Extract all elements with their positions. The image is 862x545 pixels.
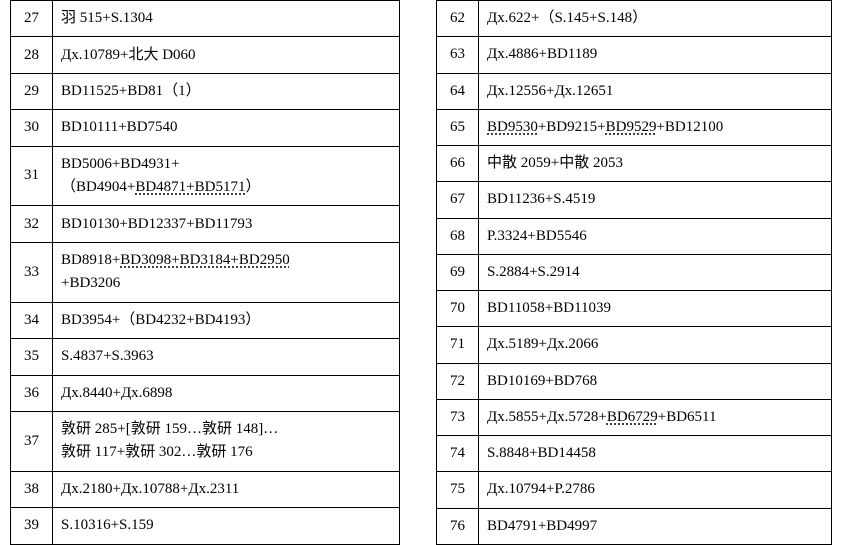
row-text: BD4791+BD4997 xyxy=(479,508,832,544)
row-text: Дх.8440+Дх.6898 xyxy=(53,375,400,411)
row-text: 敦研 285+[敦研 159…敦研 148]…敦研 117+敦研 302…敦研 … xyxy=(53,411,400,471)
row-number: 74 xyxy=(437,436,479,472)
left-tbody: 27羽 515+S.130428Дх.10789+北大 D06029BD1152… xyxy=(11,1,400,545)
table-row: 72BD10169+BD768 xyxy=(437,363,832,399)
row-number: 73 xyxy=(437,399,479,435)
row-number: 68 xyxy=(437,218,479,254)
row-text: BD10130+BD12337+BD11793 xyxy=(53,206,400,242)
row-text: Дх.10789+北大 D060 xyxy=(53,37,400,73)
table-row: 33BD8918+BD3098+BD3184+BD2950+BD3206 xyxy=(11,242,400,302)
row-text: Дх.622+（S.145+S.148） xyxy=(479,1,832,37)
row-number: 65 xyxy=(437,109,479,145)
row-text: BD9530+BD9215+BD9529+BD12100 xyxy=(479,109,832,145)
row-number: 31 xyxy=(11,146,53,206)
table-row: 63Дх.4886+BD1189 xyxy=(437,37,832,73)
row-number: 28 xyxy=(11,37,53,73)
table-row: 28Дх.10789+北大 D060 xyxy=(11,37,400,73)
row-text: Дх.12556+Дх.12651 xyxy=(479,73,832,109)
row-number: 36 xyxy=(11,375,53,411)
right-table: 62Дх.622+（S.145+S.148）63Дх.4886+BD118964… xyxy=(436,0,832,545)
row-number: 29 xyxy=(11,73,53,109)
row-number: 63 xyxy=(437,37,479,73)
table-row: 76BD4791+BD4997 xyxy=(437,508,832,544)
row-number: 32 xyxy=(11,206,53,242)
table-row: 71Дх.5189+Дх.2066 xyxy=(437,327,832,363)
row-number: 69 xyxy=(437,254,479,290)
row-number: 76 xyxy=(437,508,479,544)
row-text: BD11058+BD11039 xyxy=(479,291,832,327)
table-row: 70BD11058+BD11039 xyxy=(437,291,832,327)
row-text: S.10316+S.159 xyxy=(53,508,400,545)
table-row: 38Дх.2180+Дх.10788+Дх.2311 xyxy=(11,471,400,507)
row-text: Дх.4886+BD1189 xyxy=(479,37,832,73)
row-text: Дх.10794+P.2786 xyxy=(479,472,832,508)
left-table: 27羽 515+S.130428Дх.10789+北大 D06029BD1152… xyxy=(10,0,400,545)
table-row: 31BD5006+BD4931+（BD4904+BD4871+BD5171） xyxy=(11,146,400,206)
row-text: P.3324+BD5546 xyxy=(479,218,832,254)
row-number: 38 xyxy=(11,471,53,507)
table-row: 66中散 2059+中散 2053 xyxy=(437,146,832,182)
table-row: 64Дх.12556+Дх.12651 xyxy=(437,73,832,109)
row-text: BD5006+BD4931+（BD4904+BD4871+BD5171） xyxy=(53,146,400,206)
table-row: 34BD3954+（BD4232+BD4193） xyxy=(11,302,400,338)
row-text: S.4837+S.3963 xyxy=(53,339,400,375)
row-number: 39 xyxy=(11,508,53,545)
row-text: 羽 515+S.1304 xyxy=(53,1,400,37)
row-number: 27 xyxy=(11,1,53,37)
table-row: 68P.3324+BD5546 xyxy=(437,218,832,254)
row-number: 66 xyxy=(437,146,479,182)
table-row: 37敦研 285+[敦研 159…敦研 148]…敦研 117+敦研 302…敦… xyxy=(11,411,400,471)
table-row: 27羽 515+S.1304 xyxy=(11,1,400,37)
row-text: Дх.2180+Дх.10788+Дх.2311 xyxy=(53,471,400,507)
row-number: 33 xyxy=(11,242,53,302)
row-text: BD10169+BD768 xyxy=(479,363,832,399)
table-row: 65BD9530+BD9215+BD9529+BD12100 xyxy=(437,109,832,145)
table-row: 73Дх.5855+Дх.5728+BD6729+BD6511 xyxy=(437,399,832,435)
row-number: 37 xyxy=(11,411,53,471)
row-text: BD8918+BD3098+BD3184+BD2950+BD3206 xyxy=(53,242,400,302)
table-row: 35S.4837+S.3963 xyxy=(11,339,400,375)
row-number: 71 xyxy=(437,327,479,363)
row-number: 64 xyxy=(437,73,479,109)
row-text: Дх.5189+Дх.2066 xyxy=(479,327,832,363)
row-number: 70 xyxy=(437,291,479,327)
row-number: 30 xyxy=(11,110,53,146)
table-row: 36Дх.8440+Дх.6898 xyxy=(11,375,400,411)
table-row: 39S.10316+S.159 xyxy=(11,508,400,545)
row-number: 34 xyxy=(11,302,53,338)
row-number: 72 xyxy=(437,363,479,399)
two-column-wrap: 27羽 515+S.130428Дх.10789+北大 D06029BD1152… xyxy=(0,0,862,545)
row-text: BD3954+（BD4232+BD4193） xyxy=(53,302,400,338)
row-text: BD10111+BD7540 xyxy=(53,110,400,146)
row-text: BD11236+S.4519 xyxy=(479,182,832,218)
table-row: 62Дх.622+（S.145+S.148） xyxy=(437,1,832,37)
row-text: S.8848+BD14458 xyxy=(479,436,832,472)
row-text: 中散 2059+中散 2053 xyxy=(479,146,832,182)
row-text: BD11525+BD81（1） xyxy=(53,73,400,109)
table-row: 74S.8848+BD14458 xyxy=(437,436,832,472)
table-row: 67BD11236+S.4519 xyxy=(437,182,832,218)
table-row: 32BD10130+BD12337+BD11793 xyxy=(11,206,400,242)
row-number: 62 xyxy=(437,1,479,37)
table-row: 69S.2884+S.2914 xyxy=(437,254,832,290)
row-text: S.2884+S.2914 xyxy=(479,254,832,290)
table-row: 29BD11525+BD81（1） xyxy=(11,73,400,109)
row-number: 35 xyxy=(11,339,53,375)
row-number: 67 xyxy=(437,182,479,218)
table-row: 30BD10111+BD7540 xyxy=(11,110,400,146)
table-row: 75Дх.10794+P.2786 xyxy=(437,472,832,508)
right-tbody: 62Дх.622+（S.145+S.148）63Дх.4886+BD118964… xyxy=(437,1,832,545)
row-text: Дх.5855+Дх.5728+BD6729+BD6511 xyxy=(479,399,832,435)
row-number: 75 xyxy=(437,472,479,508)
